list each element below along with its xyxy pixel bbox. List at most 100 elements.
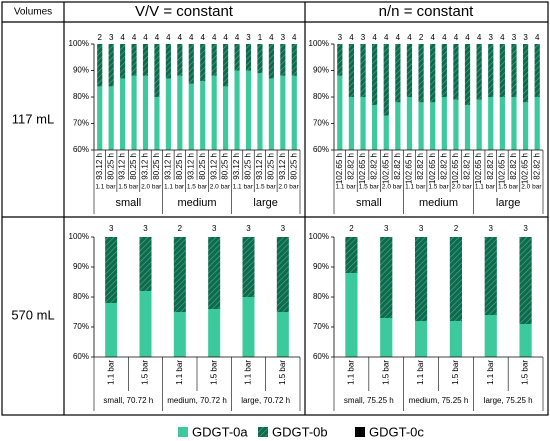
group-label: large, 70.72 h <box>241 396 290 405</box>
bar-segment <box>360 44 366 97</box>
bar-segment <box>522 102 529 150</box>
y-tick-label: 80% <box>73 292 89 301</box>
bar-segment <box>188 83 194 150</box>
subgroup-label: 1.1 bar <box>475 184 496 191</box>
x-tick-label: 93.12 h <box>255 153 264 180</box>
x-tick-label: 102.65 h <box>521 153 530 184</box>
bar-segment <box>383 44 389 116</box>
y-tick-label: 90% <box>313 66 329 75</box>
bar-segment <box>406 97 413 150</box>
bar-segment <box>276 312 289 357</box>
corner-label: Volumes <box>14 7 52 18</box>
x-tick-label: 82.82 h <box>347 153 356 180</box>
replicate-count: 3 <box>512 33 517 42</box>
subgroup-label: 2.0 bar <box>382 184 403 191</box>
y-tick-label: 100% <box>309 39 329 48</box>
replicate-count: 4 <box>454 33 459 42</box>
bar-segment <box>165 78 171 150</box>
replicate-count: 4 <box>430 33 435 42</box>
x-tick-label: 93.12 h <box>209 153 218 180</box>
replicate-count: 4 <box>178 33 183 42</box>
bar-segment <box>120 78 126 150</box>
replicate-count: 2 <box>178 224 183 233</box>
bar-segment <box>280 75 286 150</box>
y-tick-label: 60% <box>73 352 89 361</box>
bar-segment <box>430 44 436 103</box>
bar-segment <box>348 44 355 97</box>
replicate-count: 4 <box>143 33 148 42</box>
bar-segment <box>476 44 482 100</box>
replicate-count: 4 <box>269 33 274 42</box>
replicate-count: 4 <box>200 33 205 42</box>
bar-segment <box>208 237 221 309</box>
bar-segment <box>395 102 401 150</box>
bar-segment <box>142 44 149 76</box>
bar-segment <box>105 237 118 303</box>
x-tick-label: 82.82 h <box>416 153 425 180</box>
y-tick-label: 60% <box>313 352 329 361</box>
bar-segment <box>208 309 221 357</box>
y-tick-label: 70% <box>313 119 329 128</box>
subgroup-label: 1.1 bar <box>405 184 426 191</box>
bar-segment <box>345 273 358 357</box>
legend-label: GDGT-0b <box>272 424 328 439</box>
bar-segment <box>337 44 343 76</box>
x-tick-label: 1.1 bar <box>486 360 495 385</box>
x-tick-label: 1.5 bar <box>278 360 287 385</box>
subgroup-label: 1.1 bar <box>164 184 185 191</box>
replicate-count: 4 <box>189 33 194 42</box>
x-tick-label: 80.25 h <box>198 153 207 180</box>
group-label: large <box>253 197 277 209</box>
replicate-count: 4 <box>223 33 228 42</box>
replicate-count: 3 <box>281 224 286 233</box>
x-tick-label: 102.65 h <box>358 153 367 184</box>
replicate-count: 4 <box>349 33 354 42</box>
replicate-count: 3 <box>281 33 286 42</box>
bar-segment <box>177 75 183 150</box>
bar-segment <box>223 44 229 87</box>
replicate-count: 4 <box>292 33 297 42</box>
bar-segment <box>511 97 517 150</box>
subgroup-label: 2.0 bar <box>521 184 542 191</box>
x-tick-label: 1.1 bar <box>106 360 115 385</box>
group-label: medium, 70.72 h <box>167 396 227 405</box>
x-tick-label: 93.12 h <box>95 153 104 180</box>
bar-segment <box>414 321 428 357</box>
replicate-count: 4 <box>155 33 160 42</box>
bar-segment <box>154 44 160 97</box>
group-label: small, 70.72 h <box>103 396 153 405</box>
subgroup-label: 2.0 bar <box>210 184 231 191</box>
bar-segment <box>441 97 447 150</box>
replicate-count: 4 <box>384 33 389 42</box>
bar-segment <box>406 44 413 97</box>
x-tick-label: 1.1 bar <box>244 360 253 385</box>
bar-segment <box>484 315 497 357</box>
bar-segment <box>211 75 217 150</box>
bar-segment <box>257 44 263 74</box>
x-tick-label: 93.12 h <box>141 153 150 180</box>
column-header: n/n = constant <box>379 3 474 20</box>
bar-segment <box>414 237 428 321</box>
y-tick-label: 70% <box>73 322 89 331</box>
replicate-count: 2 <box>349 224 354 233</box>
replicate-count: 2 <box>97 33 102 42</box>
replicate-count: 3 <box>384 224 389 233</box>
bar-segment <box>499 44 505 97</box>
bar-segment <box>476 99 482 150</box>
x-tick-label: 80.25 h <box>129 153 138 180</box>
subgroup-label: 2.0 bar <box>278 184 299 191</box>
bar-segment <box>534 97 540 150</box>
replicate-count: 4 <box>535 33 540 42</box>
bar-segment <box>234 70 240 150</box>
bar-segment <box>131 75 137 150</box>
bar-segment <box>380 237 393 318</box>
x-tick-label: 1.5 bar <box>209 360 218 385</box>
bar-segment <box>276 237 289 312</box>
replicate-count: 2 <box>419 33 424 42</box>
bar-segment <box>488 44 494 97</box>
replicate-count: 4 <box>212 33 217 42</box>
y-tick-label: 90% <box>73 66 89 75</box>
x-tick-label: 80.25 h <box>175 153 184 180</box>
bar-segment <box>430 102 436 150</box>
table-frame <box>1 1 549 416</box>
